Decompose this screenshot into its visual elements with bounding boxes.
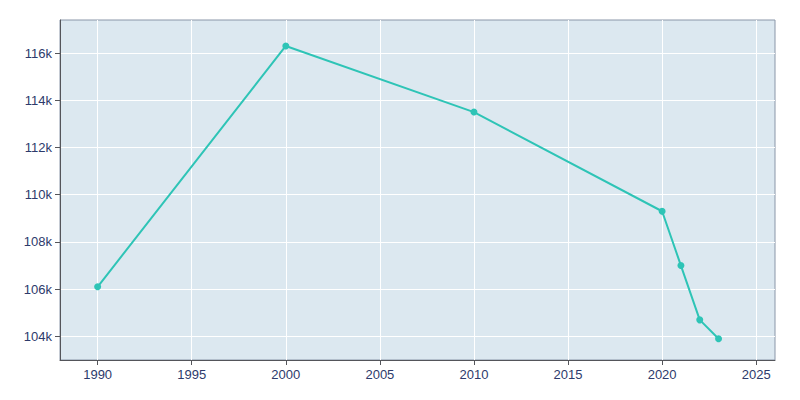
svg-text:2000: 2000 xyxy=(271,367,300,382)
svg-text:112k: 112k xyxy=(25,140,53,155)
svg-text:2025: 2025 xyxy=(742,367,771,382)
svg-text:104k: 104k xyxy=(24,329,53,344)
svg-text:110k: 110k xyxy=(25,187,53,202)
svg-text:108k: 108k xyxy=(24,234,53,249)
svg-text:2015: 2015 xyxy=(554,367,583,382)
svg-text:114k: 114k xyxy=(25,93,53,108)
svg-text:1990: 1990 xyxy=(83,367,112,382)
svg-text:116k: 116k xyxy=(25,46,53,61)
svg-text:2005: 2005 xyxy=(365,367,394,382)
svg-text:2020: 2020 xyxy=(648,367,677,382)
svg-text:1995: 1995 xyxy=(177,367,206,382)
svg-text:2010: 2010 xyxy=(459,367,488,382)
svg-text:106k: 106k xyxy=(24,282,53,297)
